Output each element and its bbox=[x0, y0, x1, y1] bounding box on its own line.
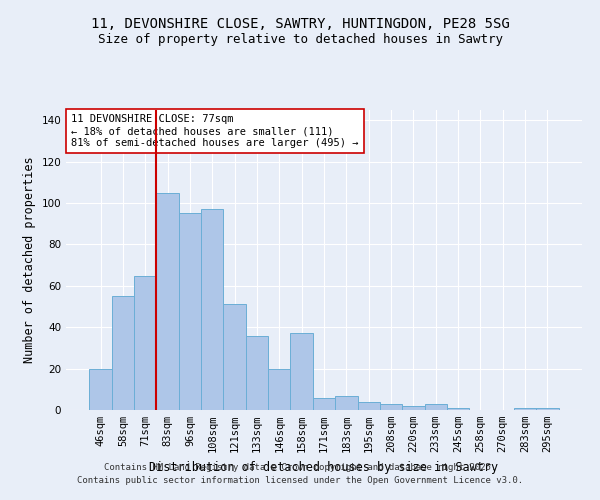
Text: Contains HM Land Registry data © Crown copyright and database right 2025.
Contai: Contains HM Land Registry data © Crown c… bbox=[77, 464, 523, 485]
Bar bbox=[380, 404, 402, 410]
Bar bbox=[536, 408, 559, 410]
Text: 11, DEVONSHIRE CLOSE, SAWTRY, HUNTINGDON, PE28 5SG: 11, DEVONSHIRE CLOSE, SAWTRY, HUNTINGDON… bbox=[91, 18, 509, 32]
Text: Size of property relative to detached houses in Sawtry: Size of property relative to detached ho… bbox=[97, 32, 503, 46]
Bar bbox=[179, 214, 201, 410]
Bar bbox=[134, 276, 157, 410]
Bar bbox=[313, 398, 335, 410]
Bar bbox=[201, 210, 223, 410]
Y-axis label: Number of detached properties: Number of detached properties bbox=[23, 156, 36, 364]
Bar bbox=[268, 368, 290, 410]
Bar bbox=[335, 396, 358, 410]
X-axis label: Distribution of detached houses by size in Sawtry: Distribution of detached houses by size … bbox=[149, 460, 499, 473]
Bar bbox=[358, 402, 380, 410]
Bar bbox=[290, 334, 313, 410]
Bar bbox=[157, 193, 179, 410]
Bar bbox=[89, 368, 112, 410]
Bar bbox=[447, 408, 469, 410]
Bar bbox=[246, 336, 268, 410]
Bar bbox=[514, 408, 536, 410]
Bar bbox=[223, 304, 246, 410]
Bar bbox=[112, 296, 134, 410]
Bar bbox=[425, 404, 447, 410]
Bar bbox=[402, 406, 425, 410]
Text: 11 DEVONSHIRE CLOSE: 77sqm
← 18% of detached houses are smaller (111)
81% of sem: 11 DEVONSHIRE CLOSE: 77sqm ← 18% of deta… bbox=[71, 114, 359, 148]
